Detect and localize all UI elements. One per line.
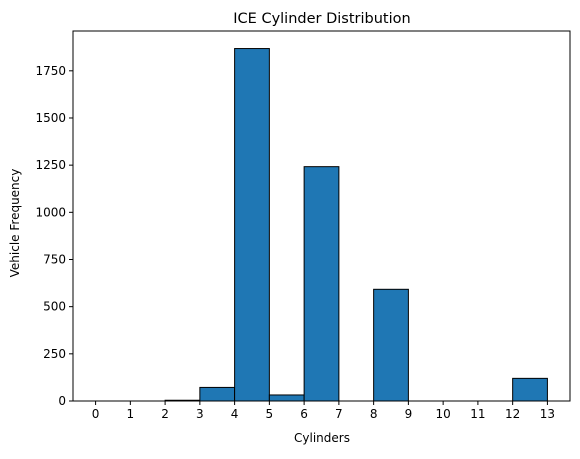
- y-tick-label: 0: [58, 394, 66, 408]
- plot-frame: [72, 30, 571, 402]
- plot-area: 0 1 2 3 4 5 6 7 8 9 10 11 12 130250500750100012501500…: [35, 30, 571, 421]
- chart-title: ICE Cylinder Distribution: [233, 11, 410, 27]
- x-tick-label: 12: [505, 407, 520, 421]
- histogram-bar-6: [512, 377, 548, 402]
- x-tick-label: 7: [335, 407, 343, 421]
- y-tick-label: 1500: [35, 111, 66, 125]
- y-tick-label: 250: [43, 347, 66, 361]
- x-tick-label: 9: [405, 407, 413, 421]
- y-axis-label: Vehicle Frequency: [8, 169, 22, 278]
- histogram-bar-3: [268, 394, 305, 402]
- x-tick-label: 3: [196, 407, 204, 421]
- x-tick-label: 10: [436, 407, 451, 421]
- x-tick-label: 5: [266, 407, 274, 421]
- histogram-bar-1: [199, 386, 236, 402]
- x-tick-label: 8: [370, 407, 378, 421]
- y-tick-label: 1750: [35, 64, 66, 78]
- y-tick-label: 500: [43, 300, 66, 314]
- histogram-bar-5: [373, 288, 409, 402]
- x-tick-label: 13: [540, 407, 555, 421]
- histogram-bar-2: [234, 48, 270, 402]
- y-tick-label: 1000: [35, 205, 66, 219]
- x-tick-label: 2: [161, 407, 169, 421]
- x-tick-label: 0: [92, 407, 100, 421]
- histogram-bar-4: [303, 166, 340, 402]
- x-tick-label: 1: [127, 407, 135, 421]
- y-tick-label: 750: [43, 252, 66, 266]
- x-axis-label: Cylinders: [294, 431, 350, 445]
- x-tick-label: 11: [470, 407, 485, 421]
- x-tick-label: 4: [231, 407, 239, 421]
- x-tick-label: 6: [300, 407, 308, 421]
- y-tick-label: 1250: [35, 158, 66, 172]
